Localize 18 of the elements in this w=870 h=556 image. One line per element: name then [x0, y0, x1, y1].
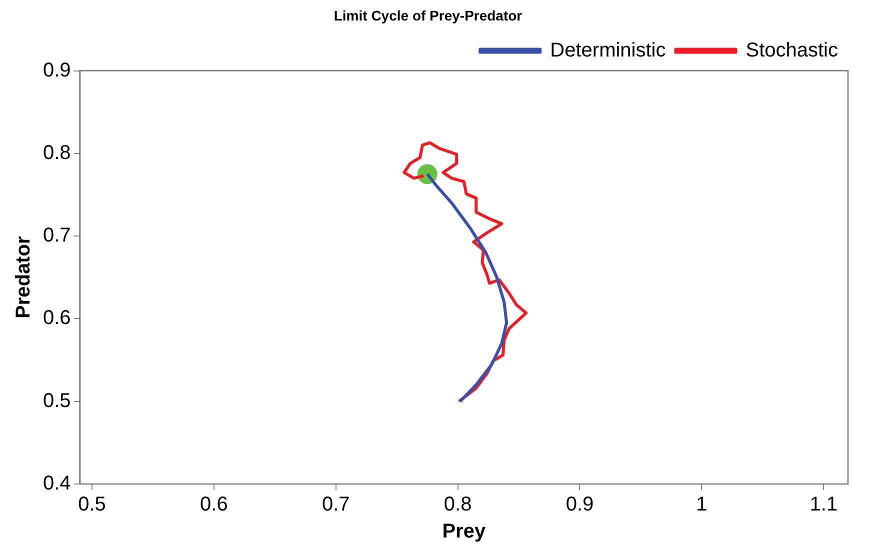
y-tick-label: 0.4 [42, 472, 71, 495]
legend-label: Deterministic [550, 39, 666, 62]
x-axis-title: Prey [442, 520, 486, 543]
chart-title: Limit Cycle of Prey-Predator [334, 7, 523, 24]
y-tick-label: 0.7 [42, 224, 71, 247]
y-tick-label: 0.6 [42, 307, 71, 330]
y-tick-label: 0.9 [42, 59, 71, 82]
x-tick-label: 0.6 [200, 494, 228, 516]
x-tick-label: 1 [696, 494, 708, 516]
x-tick-label: 0.9 [566, 494, 594, 516]
y-axis-title: Predator [12, 236, 35, 319]
x-tick-label: 0.8 [444, 494, 472, 516]
y-tick-label: 0.8 [42, 142, 71, 164]
x-tick-label: 1.1 [810, 494, 838, 516]
legend-label: Stochastic [746, 39, 838, 62]
y-tick-label: 0.5 [42, 390, 71, 412]
x-tick-label: 0.7 [322, 494, 350, 516]
x-tick-label: 0.5 [78, 494, 106, 516]
